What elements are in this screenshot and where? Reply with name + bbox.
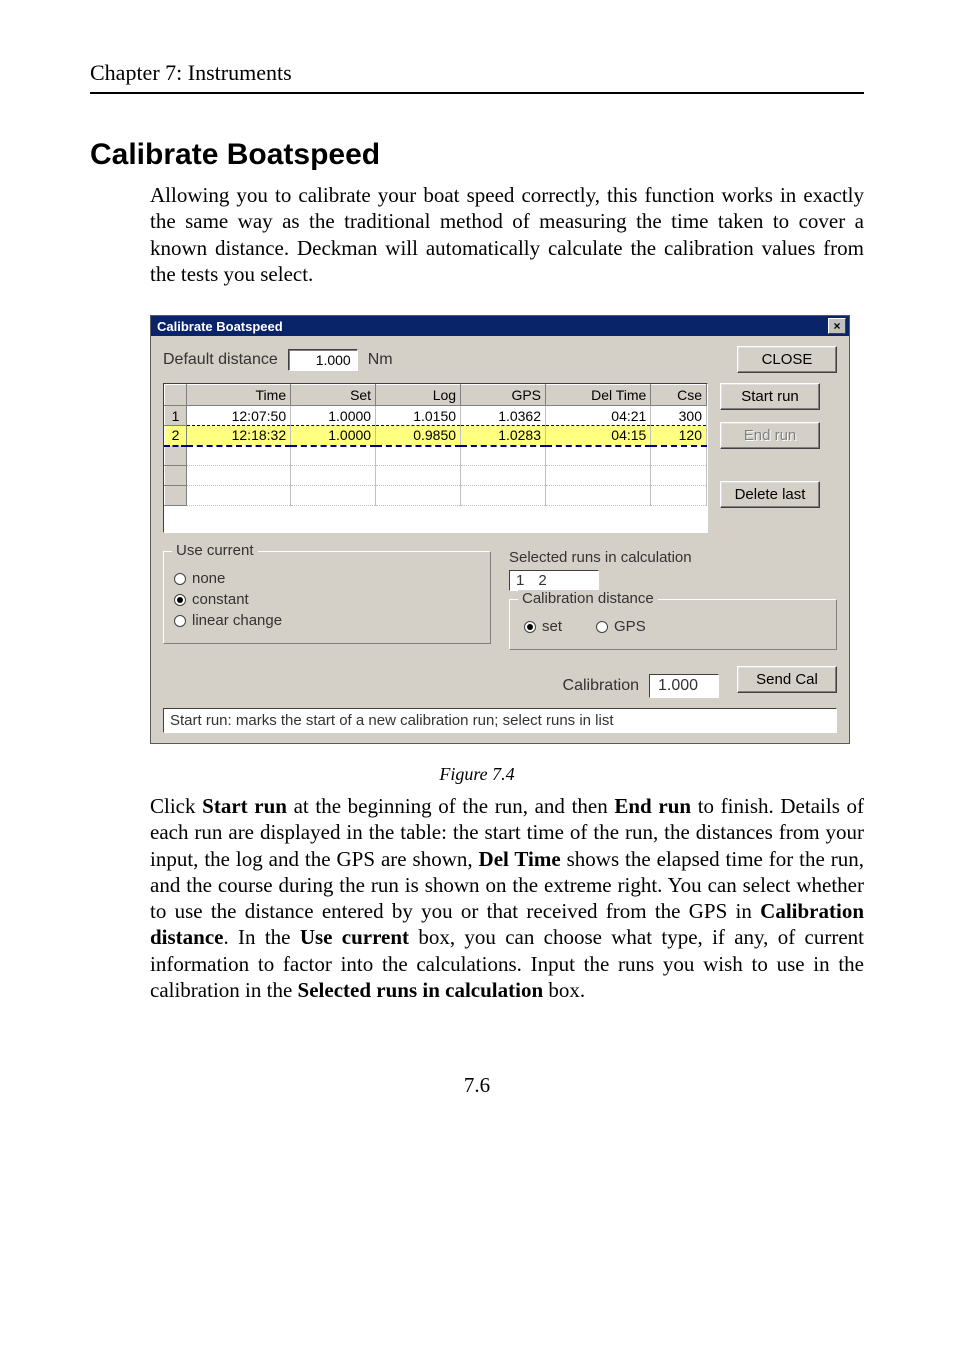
use-current-col: Use current none constant linear change (163, 533, 491, 650)
close-icon[interactable]: × (828, 318, 846, 334)
calibration-distance-legend: Calibration distance (518, 590, 658, 607)
intro-paragraph: Allowing you to calibrate your boat spee… (150, 182, 864, 287)
bottom-row: Calibration 1.000 Send Cal (163, 660, 837, 698)
radio-icon[interactable] (174, 573, 186, 585)
radio-icon[interactable] (596, 621, 608, 633)
calibration-row: Calibration 1.000 (563, 674, 719, 698)
calibration-value: 1.000 (649, 674, 719, 698)
calibration-label: Calibration (563, 677, 639, 695)
close-button[interactable]: CLOSE (737, 346, 837, 373)
radio-label: constant (192, 591, 249, 608)
radio-icon[interactable] (174, 594, 186, 606)
figure-caption: Figure 7.4 (90, 764, 864, 785)
selected-runs-input-row: 12 (509, 570, 837, 591)
radio-option[interactable]: set (524, 618, 562, 635)
page-number: 7.6 (90, 1073, 864, 1098)
radio-label: GPS (614, 618, 646, 635)
radio-option[interactable]: GPS (596, 618, 646, 635)
send-cal-button[interactable]: Send Cal (737, 666, 837, 693)
selected-runs-row: Selected runs in calculation (509, 549, 837, 566)
dialog-titlebar[interactable]: Calibrate Boatspeed × (151, 316, 849, 336)
lower-row: Use current none constant linear change Se… (163, 533, 837, 650)
radio-label: linear change (192, 612, 282, 629)
dialog-body: Default distance Nm CLOSE TimeSetLogGPSD… (151, 336, 849, 743)
table-header-cell[interactable]: Time (187, 385, 291, 406)
selected-run-value: 1 (516, 572, 524, 589)
default-distance-input[interactable] (288, 349, 358, 371)
selected-runs-input[interactable]: 12 (509, 570, 599, 591)
table-row[interactable]: 212:18:321.00000.98501.028304:15120 (165, 426, 707, 446)
default-distance-group: Default distance Nm (163, 349, 393, 371)
calibrate-dialog: Calibrate Boatspeed × Default distance N… (150, 315, 850, 744)
radio-label: none (192, 570, 225, 587)
selected-runs-label: Selected runs in calculation (509, 549, 692, 566)
use-current-legend: Use current (172, 542, 258, 559)
radio-option[interactable]: linear change (174, 612, 480, 629)
use-current-group: Use current noneconstantlinear change (163, 551, 491, 644)
default-distance-label: Default distance (163, 351, 278, 369)
chapter-header: Chapter 7: Instruments (90, 60, 864, 86)
radio-icon[interactable] (174, 615, 186, 627)
side-buttons: Start run End run Delete last (720, 383, 830, 533)
radio-icon[interactable] (524, 621, 536, 633)
status-bar: Start run: marks the start of a new cali… (163, 708, 837, 733)
runs-table-area: TimeSetLogGPSDel TimeCse 112:07:501.0000… (163, 383, 708, 533)
calibration-distance-group: Calibration distance setGPS (509, 599, 837, 650)
default-distance-unit: Nm (368, 351, 393, 369)
table-header-cell[interactable]: Log (376, 385, 461, 406)
runs-table[interactable]: TimeSetLogGPSDel TimeCse 112:07:501.0000… (164, 384, 707, 506)
table-header-cell[interactable]: Del Time (546, 385, 651, 406)
right-col: Selected runs in calculation 12 Calibrat… (509, 533, 837, 650)
delete-last-button[interactable]: Delete last (720, 481, 820, 508)
table-header-cell[interactable] (165, 385, 187, 406)
radio-option[interactable]: none (174, 570, 480, 587)
header-rule (90, 92, 864, 94)
radio-label: set (542, 618, 562, 635)
body-paragraph: Click Start run at the beginning of the … (150, 793, 864, 1003)
start-run-button[interactable]: Start run (720, 383, 820, 410)
document-page: Chapter 7: Instruments Calibrate Boatspe… (0, 0, 954, 1178)
selected-run-value: 2 (538, 572, 546, 589)
table-header-cell[interactable]: GPS (461, 385, 546, 406)
dialog-title: Calibrate Boatspeed (157, 319, 283, 334)
table-row[interactable]: 112:07:501.00001.01501.036204:21300 (165, 406, 707, 426)
table-header-cell[interactable]: Cse (651, 385, 707, 406)
end-run-button[interactable]: End run (720, 422, 820, 449)
mid-row: TimeSetLogGPSDel TimeCse 112:07:501.0000… (163, 383, 837, 533)
radio-option[interactable]: constant (174, 591, 480, 608)
top-row: Default distance Nm CLOSE (163, 346, 837, 373)
table-header-cell[interactable]: Set (291, 385, 376, 406)
page-heading: Calibrate Boatspeed (90, 138, 864, 172)
